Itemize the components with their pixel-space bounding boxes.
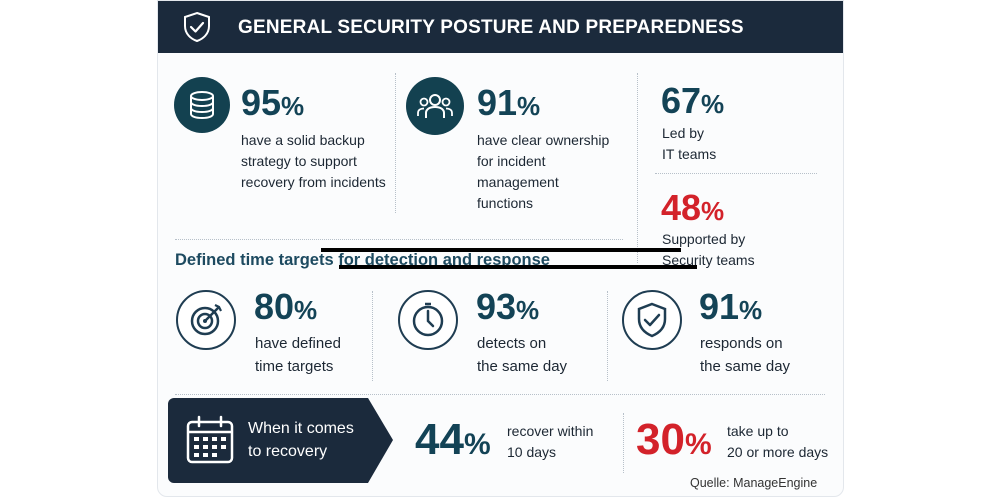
- page-title: GENERAL SECURITY POSTURE AND PREPAREDNES…: [238, 17, 744, 38]
- divider: [623, 413, 624, 473]
- stat-desc-security-supported: Supported by Security teams: [662, 231, 755, 268]
- divider: [395, 73, 396, 213]
- stat-desc-ownership: have clear ownership for incident manage…: [477, 132, 610, 211]
- header-bar: GENERAL SECURITY POSTURE AND PREPAREDNES…: [158, 1, 843, 53]
- calendar-icon: [186, 415, 234, 464]
- stopwatch-icon: [398, 290, 458, 350]
- section-divider: [175, 394, 825, 395]
- stat-value-20-days: 30%: [636, 415, 712, 464]
- source-credit: Quelle: ManageEngine: [690, 476, 818, 490]
- stat-value-responds: 91%: [699, 286, 763, 327]
- stat-desc-time-targets: have defined time targets: [255, 335, 341, 375]
- redaction-bar: [339, 265, 697, 269]
- shield-check-icon: [184, 11, 210, 43]
- stat-value-it-led: 67%: [661, 80, 725, 121]
- stat-value-recover-10-days: 44%: [415, 415, 491, 464]
- team-icon: [406, 77, 464, 135]
- stat-value-time-targets: 80%: [254, 286, 318, 327]
- stat-desc-20-days: take up to 20 or more days: [727, 423, 829, 460]
- stat-desc-detects: detects on the same day: [477, 335, 568, 375]
- divider: [655, 173, 817, 174]
- redaction-bar: [321, 248, 681, 252]
- section-title: Defined time targets for detection and r…: [175, 251, 550, 269]
- recovery-banner: When it comes to recovery: [168, 398, 393, 483]
- section-divider: [175, 239, 623, 240]
- stat-value-security-supported: 48%: [661, 187, 725, 228]
- infographic-card: GENERAL SECURITY POSTURE AND PREPAREDNES…: [157, 0, 844, 497]
- stat-desc-recover-10-days: recover within 10 days: [507, 423, 594, 460]
- divider: [372, 291, 373, 381]
- database-icon: [174, 77, 230, 133]
- divider: [607, 291, 608, 381]
- target-icon: [176, 290, 236, 350]
- stat-desc-backup: have a solid backup strategy to support …: [241, 132, 386, 190]
- stat-desc-responds: responds on the same day: [700, 335, 791, 375]
- recovery-label: When it comes to recovery: [248, 420, 354, 460]
- stat-value-detects: 93%: [476, 286, 540, 327]
- shield-check-icon: [622, 290, 682, 350]
- divider: [637, 73, 638, 263]
- stat-value-backup: 95%: [241, 82, 305, 123]
- stat-desc-it-led: Led by IT teams: [662, 125, 717, 162]
- stat-value-ownership: 91%: [477, 82, 541, 123]
